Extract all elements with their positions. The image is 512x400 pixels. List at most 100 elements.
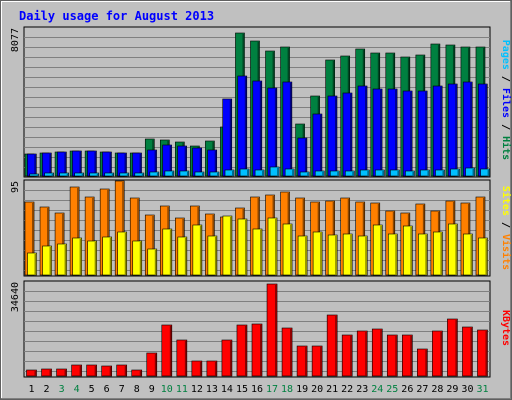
bar-kbytes-kbytes-day-2	[41, 368, 52, 377]
bar-requests-pages-day-16	[254, 169, 265, 177]
bar-fill	[314, 170, 325, 177]
bar-visitors-sites-day-26	[403, 225, 413, 276]
bar-fill	[89, 172, 100, 177]
bar-fill	[447, 318, 458, 377]
bar-visitors-sites-day-9	[147, 248, 158, 276]
bar-shade	[199, 226, 202, 275]
bar-shade	[109, 238, 112, 275]
x-label-day-22: 22	[341, 384, 353, 395]
chart-title: Daily usage for August 2013	[19, 9, 214, 23]
bar-shade	[292, 170, 294, 176]
bar-fill	[221, 339, 233, 377]
bar-shade	[455, 225, 458, 275]
bar-requests-files-day-23	[357, 85, 368, 177]
bar-kbytes-kbytes-day-26	[402, 334, 413, 377]
bar-visitors-sites-day-1	[27, 252, 37, 276]
bar-visitors-sites-day-11	[177, 236, 188, 276]
bar-shade	[320, 347, 322, 376]
bar-shade	[34, 371, 37, 376]
bar-fill	[56, 368, 67, 377]
bar-shade	[139, 242, 142, 275]
bar-fill	[27, 252, 37, 276]
bar-shade	[319, 115, 322, 176]
bar-fill	[418, 233, 428, 276]
bar-fill	[224, 169, 235, 177]
bar-requests-files-day-18	[282, 81, 293, 177]
bar-shade	[47, 208, 49, 275]
bar-visitors-sites-day-21	[327, 234, 338, 276]
bar-shade	[335, 236, 337, 275]
bar-fill	[420, 169, 430, 177]
x-label-day-19: 19	[296, 384, 308, 395]
bar-fill	[104, 172, 115, 177]
bar-visitors-sites-day-29	[448, 223, 458, 276]
bar-shade	[262, 171, 264, 176]
bar-kbytes-kbytes-day-5	[86, 364, 97, 377]
x-label-day-29: 29	[446, 384, 458, 395]
bar-requests-pages-day-22	[344, 170, 355, 177]
legend-pages: Pages	[500, 40, 511, 70]
bar-requests-pages-day-13	[209, 171, 220, 177]
bar-fill	[327, 234, 338, 276]
bar-fill	[164, 170, 175, 177]
legend-visits: Visits	[500, 234, 512, 270]
bar-kbytes-kbytes-day-21	[326, 314, 338, 377]
x-label-day-9: 9	[149, 384, 155, 395]
bar-shade	[152, 216, 154, 275]
bar-shade	[156, 173, 159, 176]
bar-kbytes-kbytes-day-16	[251, 323, 263, 377]
bar-kbytes-kbytes-day-31	[477, 329, 488, 377]
x-label-day-17: 17	[266, 384, 278, 395]
bar-kbytes-kbytes-day-8	[131, 369, 143, 377]
bar-requests-files-day-16	[252, 80, 263, 177]
bar-shade	[229, 100, 232, 176]
bar-visitors-sites-day-23	[357, 235, 368, 276]
bar-shade	[289, 83, 292, 176]
bar-visitors-sites-day-16	[252, 228, 263, 276]
bar-shade	[94, 152, 97, 176]
bar-fill	[102, 236, 112, 276]
bar-visitors-sites-day-24	[372, 224, 383, 276]
bar-fill	[402, 334, 413, 377]
bar-visitors-sites-day-25	[387, 233, 398, 276]
bar-fill	[329, 170, 340, 177]
bar-shade	[229, 341, 232, 376]
bar-fill	[206, 360, 218, 377]
bar-fill	[417, 348, 428, 377]
bar-visitors-sites-day-15	[237, 218, 248, 276]
bar-shade	[141, 174, 144, 176]
bar-shade	[274, 89, 277, 176]
bar-shade	[260, 230, 262, 275]
bar-requests-pages-day-2	[44, 172, 54, 177]
bar-kbytes-kbytes-day-30	[462, 326, 473, 377]
bar-kbytes-kbytes-day-7	[116, 364, 128, 377]
bar-shade	[487, 170, 490, 176]
bar-requests-files-day-6	[102, 151, 112, 177]
bar-shade	[92, 198, 94, 275]
bar-shade	[229, 217, 232, 275]
bar-fill	[192, 224, 203, 276]
bar-fill	[149, 171, 160, 177]
bar-shade	[111, 174, 114, 176]
panel-requests: 8077 Pages / Files / Hits	[10, 26, 512, 178]
bar-shade	[154, 354, 157, 376]
bar-kbytes-kbytes-day-1	[26, 369, 37, 377]
bar-shade	[124, 233, 127, 275]
bar-visitors-sites-day-5	[87, 240, 97, 276]
bar-fill	[462, 326, 473, 377]
bar-shade	[470, 328, 473, 376]
bar-fill	[194, 171, 205, 177]
x-label-day-31: 31	[476, 384, 488, 395]
bar-requests-pages-day-3	[59, 172, 69, 177]
bar-shade	[214, 362, 217, 376]
bar-fill	[239, 168, 250, 177]
bar-requests-files-day-29	[447, 83, 458, 177]
bar-shade	[470, 235, 473, 275]
bar-fill	[222, 215, 233, 276]
bar-kbytes-kbytes-day-12	[191, 360, 203, 377]
x-label-day-3: 3	[59, 384, 65, 395]
bar-visitors-sites-day-27	[418, 233, 428, 276]
bar-requests-pages-day-4	[74, 172, 85, 177]
bar-requests-pages-day-18	[284, 168, 295, 177]
